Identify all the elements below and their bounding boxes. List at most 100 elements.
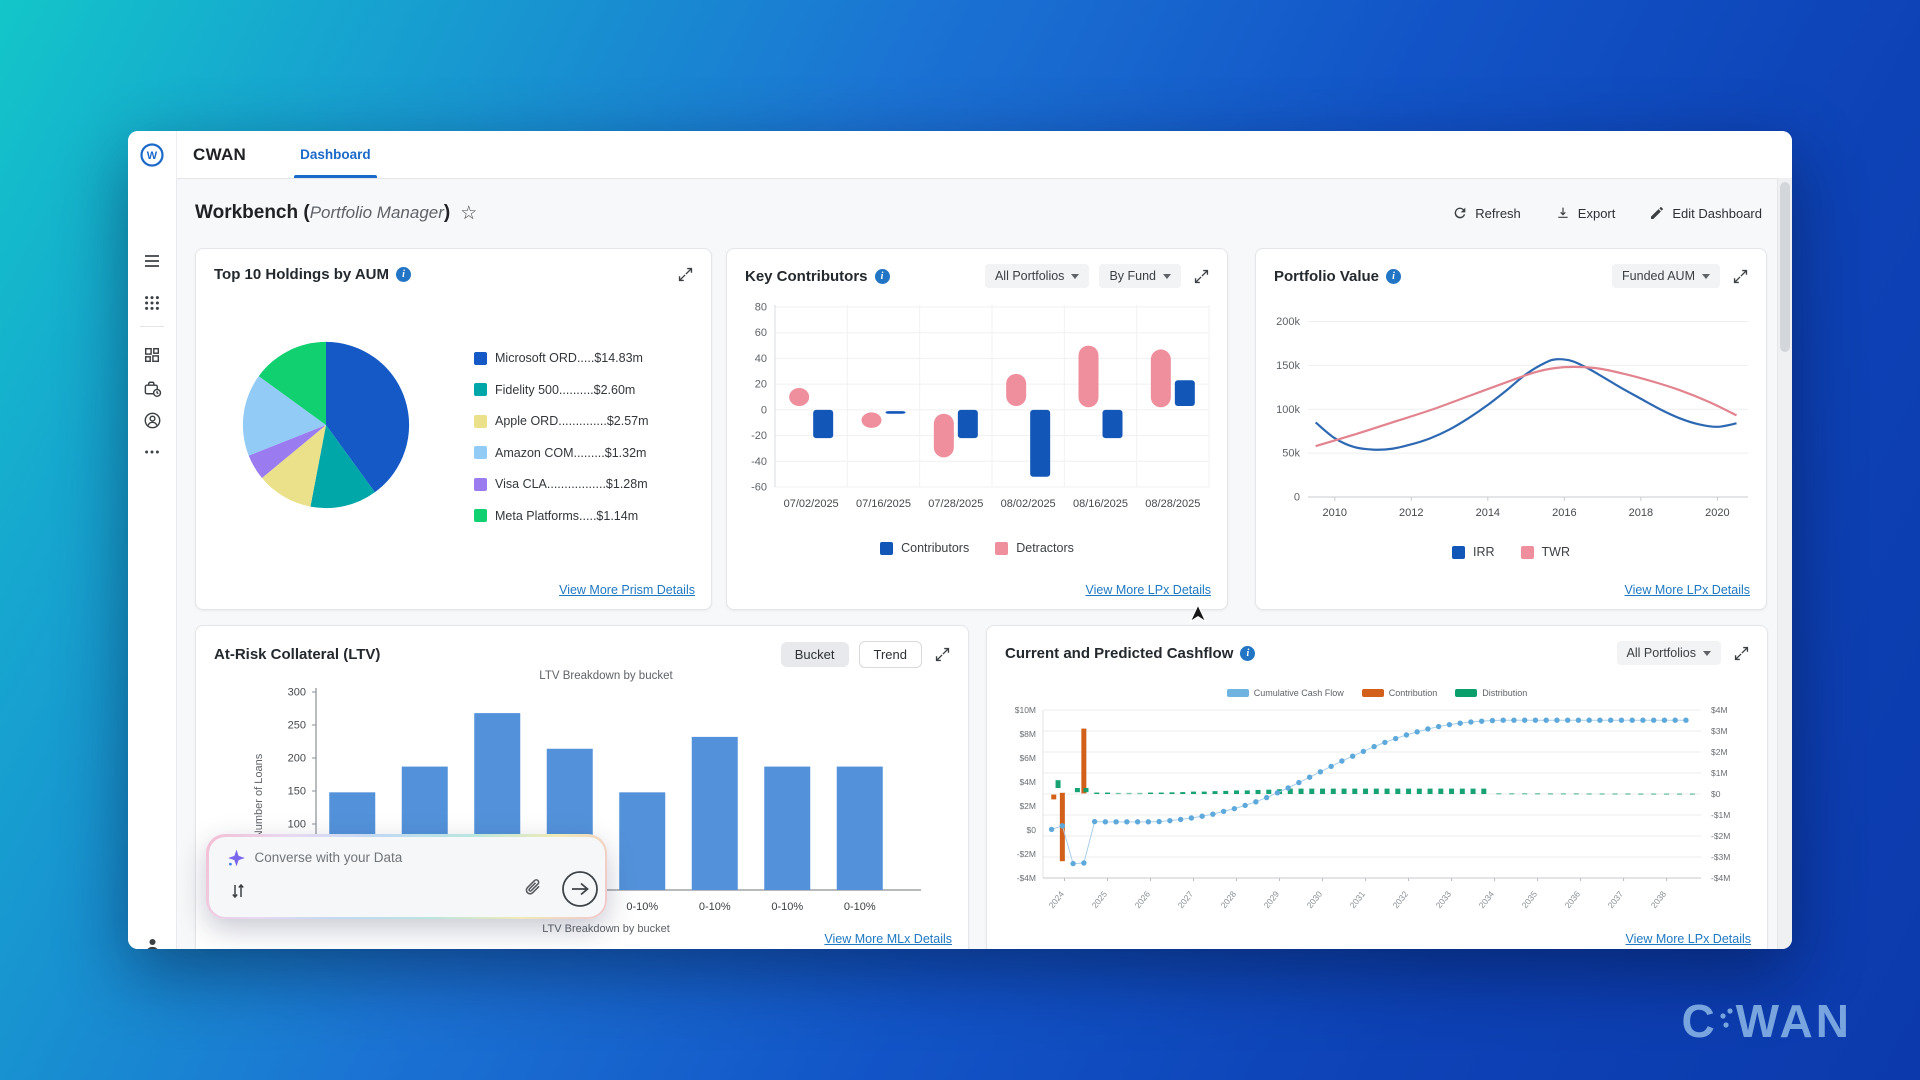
view-more-mlx-link[interactable]: View More MLx Details bbox=[824, 932, 952, 946]
portfolio-clock-icon[interactable] bbox=[141, 377, 163, 399]
svg-text:-$2M: -$2M bbox=[1017, 849, 1036, 859]
contributors-legend: Contributors Detractors bbox=[727, 541, 1227, 555]
svg-text:2034: 2034 bbox=[1477, 889, 1497, 910]
cwan-logo[interactable]: W bbox=[128, 131, 177, 178]
svg-text:LTV Breakdown by bucket: LTV Breakdown by bucket bbox=[542, 923, 670, 935]
svg-text:2020: 2020 bbox=[1705, 507, 1729, 519]
view-more-prism-link[interactable]: View More Prism Details bbox=[559, 583, 695, 597]
info-icon[interactable]: i bbox=[1240, 645, 1256, 661]
tab-dashboard[interactable]: Dashboard bbox=[294, 131, 377, 178]
svg-text:08/02/2025: 08/02/2025 bbox=[1001, 498, 1056, 510]
info-icon[interactable]: i bbox=[1386, 268, 1402, 284]
scrollbar[interactable] bbox=[1777, 178, 1792, 949]
legend-item: IRR bbox=[1452, 545, 1495, 559]
converse-overlay: Converse with your Data bbox=[206, 834, 607, 919]
all-portfolios-dropdown[interactable]: All Portfolios bbox=[1616, 641, 1721, 665]
ltv-chart-title: LTV Breakdown by bucket bbox=[539, 670, 673, 682]
sort-swap-icon[interactable] bbox=[228, 881, 248, 906]
cashflow-legend: Cumulative Cash Flow Contribution Distribu… bbox=[987, 688, 1767, 698]
edit-dashboard-button[interactable]: Edit Dashboard bbox=[1649, 205, 1762, 221]
panel-title: At-Risk Collateral (LTV) bbox=[214, 646, 381, 663]
legend-item: Meta Platforms.....$1.14m bbox=[474, 509, 649, 523]
svg-text:0-10%: 0-10% bbox=[699, 901, 731, 913]
panel-portfolio-value: Portfolio Value i Funded AUM 200k 150k 100… bbox=[1255, 248, 1767, 610]
panel-key-contributors: Key Contributors i All Portfolios By Fun… bbox=[726, 248, 1228, 610]
svg-text:2014: 2014 bbox=[1476, 507, 1500, 519]
svg-text:$0: $0 bbox=[1027, 825, 1037, 835]
more-icon[interactable] bbox=[141, 441, 163, 463]
panel-title: Key Contributors bbox=[745, 267, 868, 285]
bucket-toggle[interactable]: Bucket bbox=[780, 642, 849, 667]
page-subtitle: Portfolio Manager bbox=[309, 203, 444, 222]
svg-text:2025: 2025 bbox=[1090, 889, 1110, 910]
svg-text:W: W bbox=[147, 150, 158, 162]
svg-text:08/28/2025: 08/28/2025 bbox=[1145, 498, 1200, 510]
tab-dashboard-label: Dashboard bbox=[300, 147, 371, 162]
export-button[interactable]: Export bbox=[1555, 205, 1615, 221]
svg-text:$0: $0 bbox=[1711, 789, 1721, 799]
view-more-lpx-link[interactable]: View More LPx Details bbox=[1085, 583, 1211, 597]
favorite-star-icon[interactable]: ☆ bbox=[460, 202, 478, 224]
account-icon[interactable] bbox=[141, 409, 163, 431]
expand-icon[interactable] bbox=[675, 264, 695, 284]
svg-text:08/16/2025: 08/16/2025 bbox=[1073, 498, 1128, 510]
refresh-button[interactable]: Refresh bbox=[1452, 205, 1521, 221]
svg-text:2016: 2016 bbox=[1552, 507, 1576, 519]
svg-text:2027: 2027 bbox=[1176, 889, 1196, 910]
legend-item: Microsoft ORD.....$14.83m bbox=[474, 351, 649, 365]
send-button[interactable] bbox=[561, 870, 599, 913]
svg-text:2024: 2024 bbox=[1047, 889, 1067, 910]
holdings-pie-chart bbox=[242, 341, 410, 509]
svg-text:2029: 2029 bbox=[1262, 889, 1282, 910]
info-icon[interactable]: i bbox=[396, 266, 411, 282]
scrollbar-thumb[interactable] bbox=[1780, 182, 1790, 352]
svg-text:2030: 2030 bbox=[1305, 889, 1325, 910]
chat-input[interactable] bbox=[253, 875, 513, 907]
svg-text:$3M: $3M bbox=[1711, 726, 1728, 736]
panel-title: Top 10 Holdings by AUM bbox=[214, 265, 389, 283]
svg-text:2033: 2033 bbox=[1434, 889, 1454, 910]
legend-item: TWR bbox=[1520, 545, 1570, 559]
legend-item: Detractors bbox=[995, 541, 1074, 555]
panel-title: Current and Predicted Cashflow bbox=[1005, 644, 1234, 662]
svg-text:0-10%: 0-10% bbox=[626, 901, 658, 913]
apps-grid-icon[interactable] bbox=[141, 292, 163, 314]
menu-icon[interactable] bbox=[141, 250, 163, 272]
chevron-down-icon bbox=[1071, 273, 1080, 279]
svg-text:-$3M: -$3M bbox=[1711, 852, 1730, 862]
dashboard-grid-icon[interactable] bbox=[141, 344, 163, 366]
svg-text:$10M: $10M bbox=[1015, 705, 1036, 715]
svg-text:250: 250 bbox=[288, 720, 306, 732]
legend-item: Contributors bbox=[880, 541, 969, 555]
expand-icon[interactable] bbox=[1731, 643, 1751, 663]
svg-text:2032: 2032 bbox=[1391, 889, 1411, 910]
svg-text:-$4M: -$4M bbox=[1017, 873, 1036, 883]
svg-text:-$2M: -$2M bbox=[1711, 831, 1730, 841]
expand-icon[interactable] bbox=[1191, 266, 1211, 286]
svg-text:2031: 2031 bbox=[1348, 889, 1368, 910]
trend-toggle[interactable]: Trend bbox=[858, 641, 922, 668]
chevron-down-icon bbox=[1703, 650, 1711, 656]
expand-icon[interactable] bbox=[1730, 266, 1750, 286]
legend-item: Visa CLA.................$1.28m bbox=[474, 477, 649, 491]
attachment-icon[interactable] bbox=[522, 877, 544, 904]
svg-text:-20: -20 bbox=[751, 430, 767, 442]
user-icon[interactable] bbox=[141, 934, 163, 949]
chat-placeholder: Converse with your Data bbox=[254, 849, 403, 865]
svg-text:0-10%: 0-10% bbox=[771, 901, 803, 913]
svg-text:2028: 2028 bbox=[1219, 889, 1239, 910]
view-more-lpx-link[interactable]: View More LPx Details bbox=[1625, 932, 1751, 946]
mouse-cursor bbox=[1188, 603, 1208, 631]
svg-text:07/16/2025: 07/16/2025 bbox=[856, 498, 911, 510]
svg-text:-40: -40 bbox=[751, 456, 767, 468]
all-portfolios-dropdown[interactable]: All Portfolios bbox=[984, 264, 1090, 288]
expand-icon[interactable] bbox=[932, 645, 952, 665]
svg-text:-$1M: -$1M bbox=[1711, 810, 1730, 820]
info-icon[interactable]: i bbox=[874, 268, 890, 284]
view-more-lpx-link[interactable]: View More LPx Details bbox=[1624, 583, 1750, 597]
svg-text:2010: 2010 bbox=[1323, 507, 1347, 519]
by-fund-dropdown[interactable]: By Fund bbox=[1099, 264, 1181, 288]
svg-text:80: 80 bbox=[755, 302, 767, 314]
svg-text:300: 300 bbox=[288, 687, 306, 699]
funded-aum-dropdown[interactable]: Funded AUM bbox=[1612, 264, 1720, 288]
